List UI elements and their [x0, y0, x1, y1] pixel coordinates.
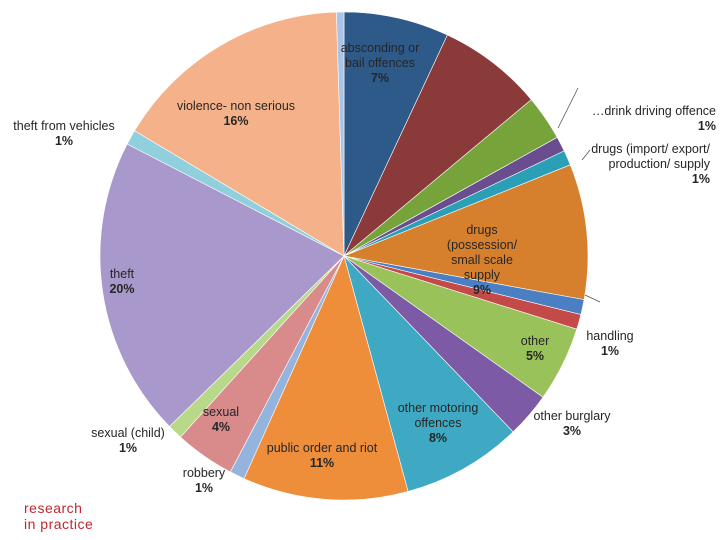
pie-slice-absconding-or-bail-offences — [343, 11, 448, 257]
brand-line-2: in practice — [24, 516, 94, 532]
slice-label: theft from vehicles 1% — [13, 119, 114, 148]
pie-slice-violence-non-serious — [134, 11, 345, 257]
leader-line — [584, 294, 601, 303]
slice-label: other 5% — [521, 334, 550, 363]
leader-line — [581, 149, 591, 161]
slice-label: robbery 1% — [183, 466, 226, 495]
slice-label: sexual (child) 1% — [91, 426, 165, 455]
pie-slice-theft — [99, 143, 345, 427]
pie-slice-drugs-possession-small-scale-supply — [342, 164, 589, 300]
slice-label: …drink driving offence 1% — [592, 104, 716, 133]
slice-label: theft 20% — [109, 267, 134, 296]
slice-label: handling 1% — [586, 329, 633, 358]
leader-line — [557, 87, 579, 129]
pie-slice-unlabeled-1 — [343, 34, 532, 257]
slice-label: other burglary 3% — [533, 409, 611, 438]
slice-label: violence- non serious 16% — [177, 99, 295, 128]
slice-label: absconding or bail offences 7% — [341, 41, 420, 85]
slice-label: drugs (possession/small scale supply 9% — [447, 223, 518, 297]
slice-label: other motoring offences 8% — [398, 401, 479, 445]
brand-line-1: research — [24, 500, 83, 516]
brand-logo: research in practice — [24, 500, 93, 532]
slice-label: sexual 4% — [203, 405, 239, 434]
pie-slice-public-order-and-riot — [243, 255, 409, 501]
pie-slice-other-motoring-offences — [343, 255, 514, 492]
pie-slice-unlabeled-18 — [336, 11, 345, 257]
slice-label: public order and riot 11% — [267, 441, 378, 470]
slice-label: drugs (import/ export/production/ supply… — [591, 142, 711, 186]
